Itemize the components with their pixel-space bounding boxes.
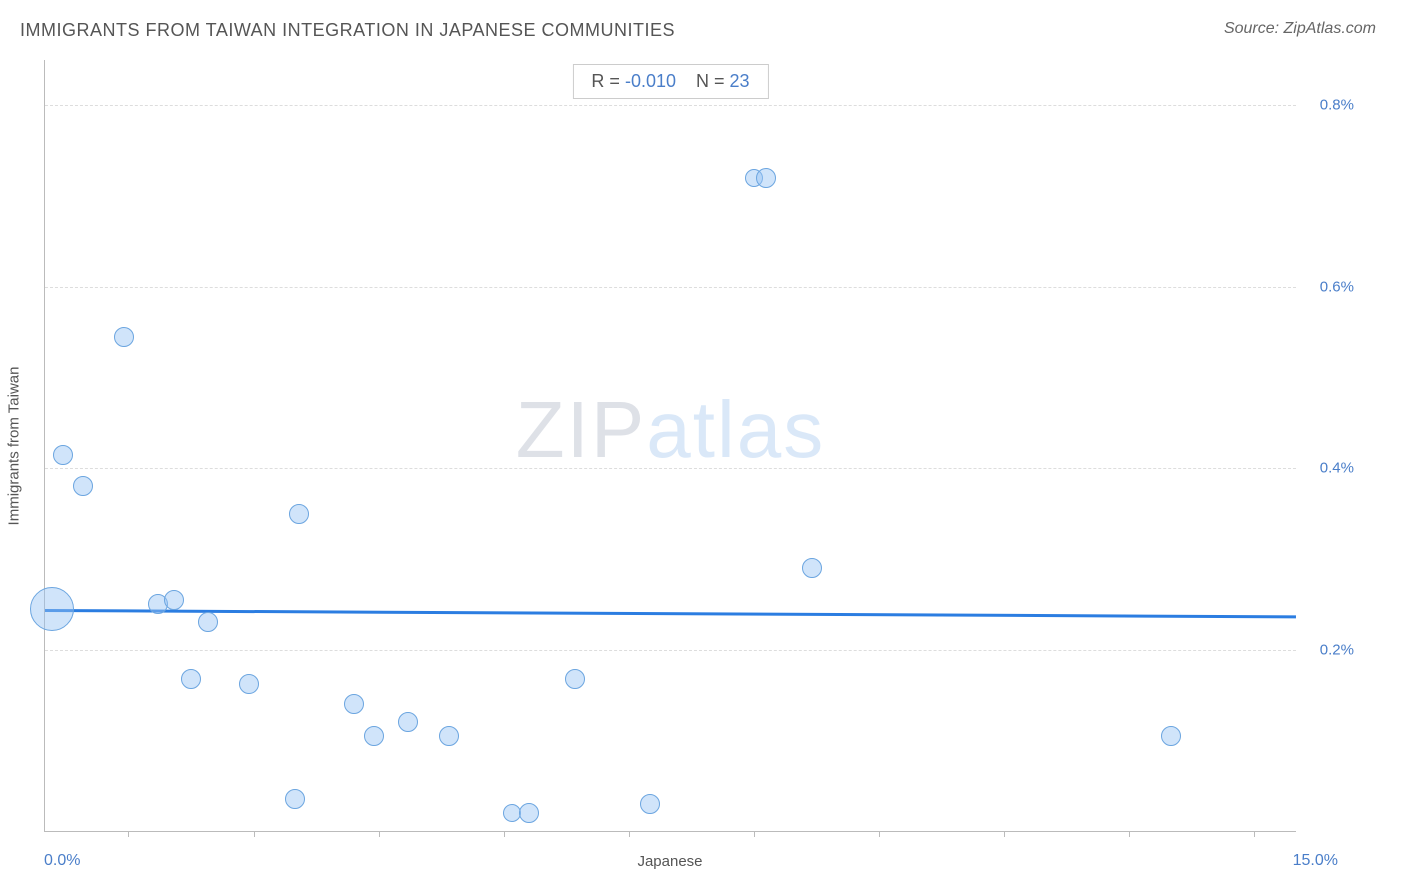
x-tick <box>1254 831 1255 837</box>
y-axis-label: Immigrants from Taiwan <box>6 367 23 526</box>
x-tick <box>629 831 630 837</box>
x-tick <box>754 831 755 837</box>
source-label: Source: ZipAtlas.com <box>1224 20 1376 38</box>
data-point <box>1161 726 1181 746</box>
x-tick <box>1004 831 1005 837</box>
gridline <box>45 287 1296 288</box>
data-point <box>239 674 259 694</box>
gridline <box>45 468 1296 469</box>
y-tick-label: 0.4% <box>1320 460 1354 477</box>
x-tick <box>879 831 880 837</box>
data-point <box>364 726 384 746</box>
x-max-label: 15.0% <box>1293 852 1338 870</box>
x-tick <box>128 831 129 837</box>
x-axis-label: Japanese <box>637 853 702 870</box>
x-tick <box>254 831 255 837</box>
x-tick <box>504 831 505 837</box>
stat-n: N = 23 <box>696 71 750 92</box>
stat-r-label: R = <box>591 71 620 91</box>
gridline <box>45 650 1296 651</box>
data-point <box>398 712 418 732</box>
data-point <box>756 168 776 188</box>
data-point <box>73 476 93 496</box>
data-point <box>439 726 459 746</box>
data-point <box>344 694 364 714</box>
data-point <box>181 669 201 689</box>
x-min-label: 0.0% <box>44 852 80 870</box>
y-tick-label: 0.8% <box>1320 97 1354 114</box>
y-tick-label: 0.2% <box>1320 641 1354 658</box>
gridline <box>45 105 1296 106</box>
header: IMMIGRANTS FROM TAIWAN INTEGRATION IN JA… <box>0 0 1406 51</box>
data-point <box>198 612 218 632</box>
data-point <box>114 327 134 347</box>
stat-n-value: 23 <box>730 71 750 91</box>
plot-area: ZIPatlas R = -0.010 N = 23 0.2%0.4%0.6%0… <box>44 60 1296 832</box>
x-tick <box>1129 831 1130 837</box>
data-point <box>289 504 309 524</box>
stat-r-value: -0.010 <box>625 71 676 91</box>
data-point <box>519 803 539 823</box>
data-point <box>565 669 585 689</box>
chart-title: IMMIGRANTS FROM TAIWAN INTEGRATION IN JA… <box>20 20 675 41</box>
data-point <box>640 794 660 814</box>
chart: ZIPatlas R = -0.010 N = 23 0.2%0.4%0.6%0… <box>44 60 1296 832</box>
watermark-zip: ZIP <box>516 385 646 474</box>
data-point <box>30 587 74 631</box>
stat-r: R = -0.010 <box>591 71 676 92</box>
data-point <box>164 590 184 610</box>
data-point <box>53 445 73 465</box>
x-tick <box>379 831 380 837</box>
data-point <box>285 789 305 809</box>
y-tick-label: 0.6% <box>1320 278 1354 295</box>
watermark: ZIPatlas <box>516 384 825 476</box>
data-point <box>802 558 822 578</box>
watermark-atlas: atlas <box>646 385 825 474</box>
stats-box: R = -0.010 N = 23 <box>572 64 768 99</box>
trend-line <box>45 609 1296 618</box>
stat-n-label: N = <box>696 71 725 91</box>
